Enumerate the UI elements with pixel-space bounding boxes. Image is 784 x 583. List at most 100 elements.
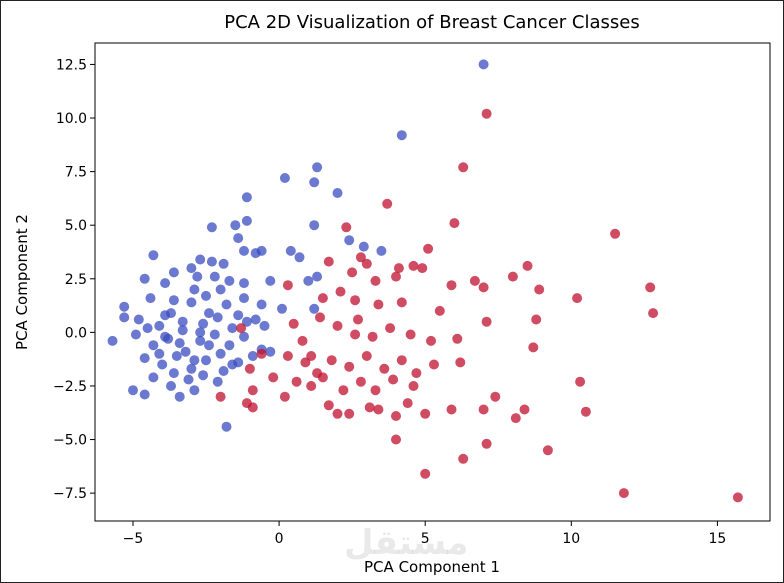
scatter-point-series2-92 bbox=[350, 329, 361, 340]
scatter-point-series2-31 bbox=[434, 305, 445, 316]
scatter-point-series1-100 bbox=[160, 331, 171, 342]
scatter-point-series1-79 bbox=[139, 389, 150, 400]
scatter-point-series2-53 bbox=[429, 359, 439, 370]
scatter-point-series2-0 bbox=[481, 108, 492, 119]
scatter-point-series1-69 bbox=[201, 355, 211, 366]
scatter-point-series1-55 bbox=[107, 335, 118, 346]
scatter-point-series2-63 bbox=[490, 391, 501, 402]
scatter-point-series2-21 bbox=[534, 284, 545, 295]
scatter-point-series2-66 bbox=[344, 408, 355, 419]
watermark-logo: مستقل bbox=[344, 523, 469, 563]
scatter-point-series2-65 bbox=[323, 400, 334, 411]
scatter-point-series2-44 bbox=[282, 351, 293, 361]
data-points bbox=[107, 59, 743, 503]
scatter-point-series2-13 bbox=[522, 260, 533, 271]
scatter-point-series2-20 bbox=[478, 282, 489, 293]
scatter-point-series1-61 bbox=[209, 329, 220, 340]
scatter-point-series1-20 bbox=[148, 250, 159, 261]
scatter-point-series1-15 bbox=[285, 245, 296, 256]
scatter-point-series2-8 bbox=[323, 256, 334, 267]
scatter-point-series2-33 bbox=[531, 314, 542, 325]
scatter-point-series1-30 bbox=[224, 275, 235, 286]
scatter-point-series2-76 bbox=[391, 434, 401, 445]
scatter-point-series2-51 bbox=[396, 355, 407, 366]
scatter-point-series1-19 bbox=[376, 245, 387, 256]
scatter-point-series2-84 bbox=[215, 391, 226, 402]
scatter-point-series2-7 bbox=[355, 252, 366, 263]
scatter-point-series1-80 bbox=[174, 391, 185, 402]
y-tick-label: 0.0 bbox=[65, 325, 87, 341]
scatter-point-series1-65 bbox=[139, 353, 150, 364]
scatter-point-series2-10 bbox=[393, 263, 404, 274]
y-tick-label: −5.0 bbox=[53, 433, 87, 449]
scatter-point-series1-74 bbox=[166, 381, 176, 391]
scatter-point-series2-64 bbox=[279, 391, 290, 402]
scatter-point-series2-35 bbox=[315, 312, 325, 323]
scatter-point-series1-77 bbox=[212, 376, 223, 387]
scatter-point-series1-50 bbox=[198, 318, 209, 329]
scatter-point-series2-71 bbox=[478, 404, 489, 415]
scatter-point-series2-48 bbox=[344, 361, 355, 372]
scatter-point-series1-9 bbox=[230, 220, 241, 231]
scatter-point-series1-75 bbox=[183, 374, 194, 385]
scatter-point-series2-59 bbox=[355, 376, 366, 387]
scatter-point-series1-53 bbox=[241, 316, 252, 327]
scatter-point-series1-60 bbox=[195, 335, 206, 346]
scatter-point-series2-42 bbox=[452, 333, 463, 344]
scatter-point-series1-43 bbox=[277, 303, 287, 314]
scatter-point-series2-9 bbox=[361, 258, 372, 269]
scatter-point-series2-18 bbox=[446, 280, 457, 291]
scatter-point-series1-47 bbox=[154, 320, 165, 331]
scatter-point-series2-86 bbox=[247, 402, 258, 413]
scatter-point-series1-3 bbox=[312, 162, 323, 173]
scatter-point-series1-46 bbox=[133, 314, 144, 325]
scatter-point-series2-29 bbox=[373, 299, 384, 310]
scatter-point-series1-17 bbox=[344, 235, 355, 246]
scatter-point-series2-43 bbox=[528, 342, 539, 353]
scatter-point-series1-34 bbox=[312, 271, 323, 282]
scatter-point-series1-76 bbox=[198, 370, 209, 381]
axis-ticks: −5 0 5 10 15 −7.5 −5.0 −2.5 0.0 2.5 5.0 7.5 10.0 12.5 bbox=[53, 57, 726, 547]
scatter-point-series2-41 bbox=[426, 335, 436, 346]
scatter-point-series1-59 bbox=[180, 346, 191, 357]
scatter-point-series2-38 bbox=[367, 331, 378, 342]
scatter-point-series1-96 bbox=[142, 323, 153, 334]
scatter-point-series2-89 bbox=[256, 348, 267, 359]
scatter-point-series1-0 bbox=[478, 59, 489, 70]
chart-title: PCA 2D Visualization of Breast Cancer Cl… bbox=[224, 12, 640, 33]
scatter-point-series1-97 bbox=[215, 284, 226, 295]
scatter-point-series2-93 bbox=[364, 402, 375, 413]
scatter-point-series1-54 bbox=[259, 320, 270, 331]
scatter-point-series1-12 bbox=[239, 245, 249, 256]
scatter-point-series1-91 bbox=[218, 366, 229, 376]
scatter-point-series1-31 bbox=[239, 278, 249, 289]
scatter-point-series1-35 bbox=[119, 301, 130, 312]
scatter-point-series1-14 bbox=[250, 248, 261, 259]
scatter-point-series1-6 bbox=[309, 220, 320, 231]
scatter-point-series1-93 bbox=[195, 327, 206, 338]
scatter-point-series2-96 bbox=[306, 351, 317, 361]
scatter-point-series1-1 bbox=[396, 130, 407, 141]
scatter-point-series1-63 bbox=[239, 331, 249, 342]
scatter-point-series1-84 bbox=[160, 310, 171, 321]
scatter-point-series1-82 bbox=[221, 421, 232, 432]
scatter-point-series2-24 bbox=[648, 308, 659, 319]
scatter-point-series2-27 bbox=[335, 286, 346, 297]
scatter-point-series2-72 bbox=[519, 404, 530, 415]
scatter-point-series2-83 bbox=[247, 385, 258, 396]
scatter-point-series1-92 bbox=[168, 368, 179, 379]
scatter-point-series1-95 bbox=[177, 316, 188, 327]
scatter-point-series2-25 bbox=[282, 280, 293, 291]
scatter-point-series2-68 bbox=[391, 411, 401, 421]
x-tick-label: 5 bbox=[421, 531, 430, 547]
scatter-point-series1-94 bbox=[233, 310, 244, 321]
scatter-point-series1-7 bbox=[241, 192, 252, 203]
scatter-point-series1-45 bbox=[119, 312, 130, 323]
scatter-point-series2-32 bbox=[481, 316, 492, 327]
scatter-point-series2-36 bbox=[332, 320, 343, 331]
y-tick-label: 7.5 bbox=[65, 165, 87, 181]
scatter-point-series2-14 bbox=[507, 271, 518, 282]
scatter-point-series2-30 bbox=[396, 297, 407, 308]
scatter-point-series1-23 bbox=[206, 256, 217, 267]
scatter-point-series2-19 bbox=[469, 275, 480, 286]
